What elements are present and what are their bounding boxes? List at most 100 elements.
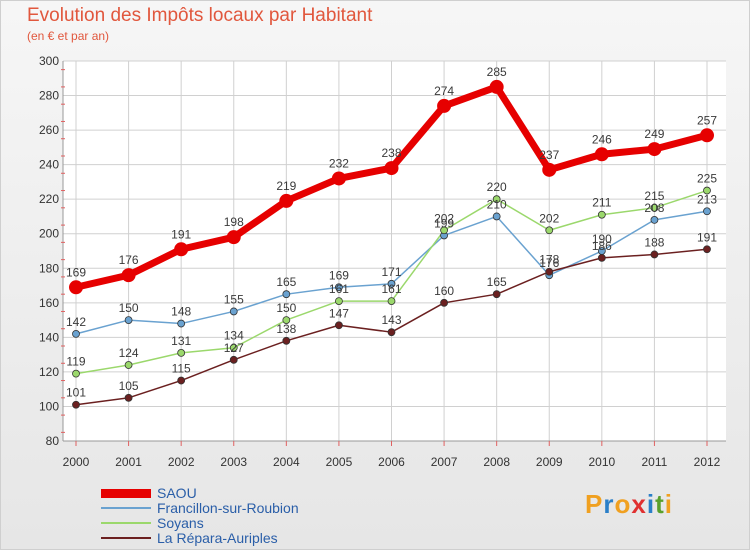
legend-label: Soyans [157,515,204,531]
legend-swatch [101,507,151,509]
value-label: 211 [592,196,611,210]
chart-subtitle: (en € et par an) [27,29,110,43]
x-tick-label: 2001 [115,455,142,469]
value-label: 191 [171,227,191,241]
data-point [492,195,501,204]
data-point [72,330,80,338]
value-label: 105 [119,379,139,393]
value-label: 257 [697,113,717,127]
x-tick-label: 2004 [273,455,300,469]
data-point [597,210,606,219]
value-label: 115 [172,362,191,376]
data-point [545,226,554,235]
data-point [387,297,396,305]
value-label: 249 [644,127,664,141]
data-point [229,343,238,352]
data-point [282,336,291,345]
value-label: 161 [329,282,349,296]
value-label: 219 [276,179,296,193]
data-point [72,369,80,378]
data-point [282,316,291,324]
data-point [703,186,711,195]
x-tick-label: 2006 [378,455,405,469]
x-tick-label: 2009 [536,455,563,469]
data-point [387,279,396,288]
value-label: 210 [487,197,507,211]
data-point [703,245,711,254]
y-tick-label: 120 [39,365,59,379]
value-label: 191 [697,230,717,244]
value-label: 232 [329,156,349,170]
y-tick-label: 80 [46,434,60,448]
y-tick-label: 260 [39,123,59,137]
value-label: 237 [539,148,559,162]
value-label: 127 [224,341,244,355]
value-label: 119 [66,355,85,369]
data-point [440,226,448,235]
data-point [177,376,186,385]
value-label: 101 [66,386,86,400]
data-point [124,316,133,324]
x-tick-label: 2003 [220,455,247,469]
value-label: 208 [644,201,664,215]
data-point [594,147,609,162]
y-tick-label: 140 [39,330,59,344]
legend-label: La Répara-Auriples [157,530,278,546]
x-tick-label: 2008 [483,455,510,469]
x-tick-label: 2002 [168,455,195,469]
value-label: 148 [171,305,191,319]
data-point [282,290,291,299]
data-point [177,319,186,328]
data-point [703,207,711,216]
y-tick-label: 220 [39,192,59,206]
data-point [226,230,241,245]
data-point [335,297,343,305]
chart-title: Evolution des Impôts locaux par Habitant [27,5,373,26]
value-label: 150 [119,301,139,315]
value-label: 202 [434,211,454,225]
axes: 80 100 120 140 160 180 200 220 240 260 280 300 2000 2… [39,54,726,469]
data-point [700,128,714,143]
value-label: 199 [434,216,454,230]
value-label: 160 [434,284,454,298]
grid [63,60,726,442]
y-tick-label: 280 [39,89,59,103]
value-labels: 169 176 191 198 219 232 238 274 285 237 246 249 257 1… [66,65,717,400]
logo-letter: P [585,489,604,519]
data-point [72,400,80,409]
value-label: 165 [276,275,296,289]
data-point [177,349,186,357]
data-point [650,250,659,259]
data-point [647,142,662,157]
data-point [437,98,452,113]
value-label: 246 [592,132,612,146]
value-label: 225 [697,172,717,186]
value-label: 274 [434,84,454,98]
legend-swatch [101,522,151,524]
y-tick-label: 200 [39,227,59,241]
value-label: 190 [592,232,612,246]
logo-letter: t [655,489,665,519]
value-label: 150 [276,301,296,315]
data-point [121,268,136,283]
data-point [387,328,396,337]
value-label: 142 [66,315,86,329]
value-label: 220 [487,180,507,194]
value-label: 134 [224,329,244,343]
value-label: 198 [224,215,244,229]
value-label: 176 [119,253,139,267]
value-label: 169 [66,265,86,279]
legend-swatch [101,489,151,498]
x-tick-label: 2011 [642,455,668,469]
data-point [335,321,343,330]
data-point [124,393,133,402]
legend-label: Francillon-sur-Roubion [157,500,299,516]
value-label: 178 [539,253,559,267]
value-label: 213 [697,192,717,206]
y-tick-label: 300 [39,54,59,68]
line-chart: 80 100 120 140 160 180 200 220 240 260 280 300 2000 2… [39,54,726,469]
value-label: 238 [381,146,401,160]
value-label: 171 [381,265,401,279]
x-tick-label: 2005 [326,455,353,469]
